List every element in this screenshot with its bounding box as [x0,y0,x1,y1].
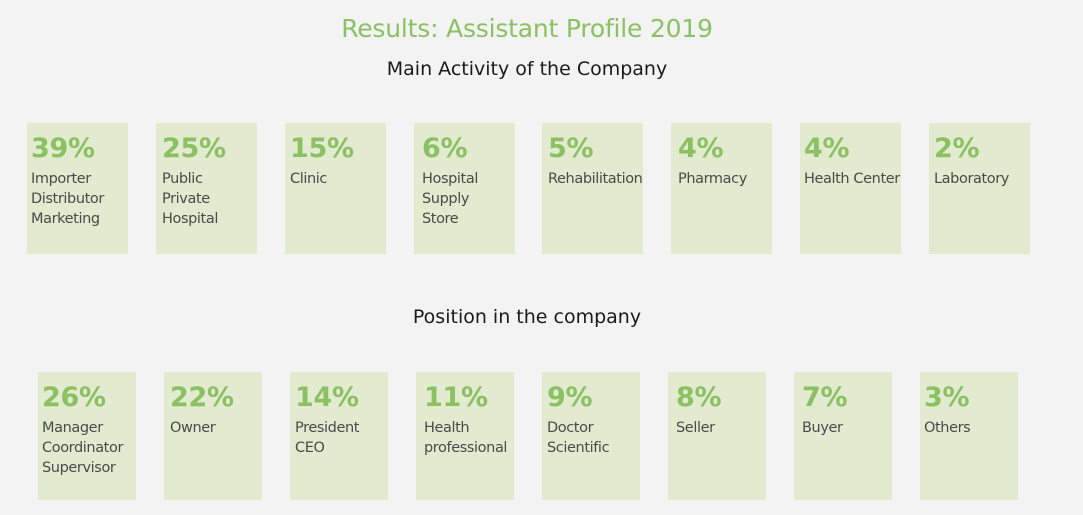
stat-label: Clinic [290,171,327,187]
stat-card-laboratory: 2% Laboratory [929,123,1030,254]
stat-percent: 9% [547,382,593,413]
stat-percent: 22% [170,382,234,413]
stat-label: Health professional [424,420,508,456]
stat-percent: 4% [678,133,724,164]
stat-card-others: 3% Others [920,372,1018,500]
section-heading-main-activity: Main Activity of the Company [386,58,668,80]
stat-label: Laboratory [934,171,1009,187]
stat-label: Pharmacy [678,171,747,187]
stat-card-hospital-supply: 6% Hospital Supply Store [414,123,515,254]
stat-card-pharmacy: 4% Pharmacy [671,123,772,254]
stat-card-owner: 22% Owner [164,372,262,500]
stat-label: Hospital Supply Store [422,171,478,227]
stat-card-importer: 39% Importer Distributor Marketing [27,123,128,254]
stat-card-manager: 26% Manager Coordinator Supervisor [38,372,136,500]
stat-percent: 4% [804,133,850,164]
stat-card-health-professional: 11% Health professional [416,372,514,500]
stat-label: Doctor Scientific [547,420,610,456]
stat-percent: 39% [31,133,95,164]
stat-percent: 3% [924,382,970,413]
stat-card-president: 14% President CEO [290,372,388,500]
stat-percent: 11% [424,382,488,413]
stat-label: Owner [170,420,216,436]
stat-label: President CEO [295,420,360,456]
page-title: Results: Assistant Profile 2019 [341,14,713,43]
stat-percent: 5% [548,133,594,164]
stat-card-seller: 8% Seller [668,372,766,500]
stat-label: Public Private Hospital [162,171,218,227]
stat-percent: 14% [295,382,359,413]
stat-card-hospital: 25% Public Private Hospital [156,123,257,254]
stat-label: Rehabilitation [548,171,643,187]
stat-card-rehabilitation: 5% Rehabilitation [542,123,643,254]
stat-label: Health Center [804,171,900,187]
stat-percent: 8% [676,382,722,413]
stat-label: Importer Distributor Marketing [31,171,104,227]
stat-percent: 6% [422,133,468,164]
stat-percent: 25% [162,133,226,164]
stat-card-health-center: 4% Health Center [800,123,901,254]
stat-label: Others [924,420,971,436]
stat-percent: 15% [290,133,354,164]
section-heading-position: Position in the company [412,306,642,328]
stat-card-buyer: 7% Buyer [794,372,892,500]
stat-percent: 2% [934,133,980,164]
stat-label: Buyer [802,420,843,436]
stat-label: Seller [676,420,715,436]
stat-label: Manager Coordinator Supervisor [42,420,123,476]
stat-card-doctor: 9% Doctor Scientific [542,372,640,500]
stat-card-clinic: 15% Clinic [285,123,386,254]
stat-percent: 26% [42,382,106,413]
stat-percent: 7% [802,382,848,413]
